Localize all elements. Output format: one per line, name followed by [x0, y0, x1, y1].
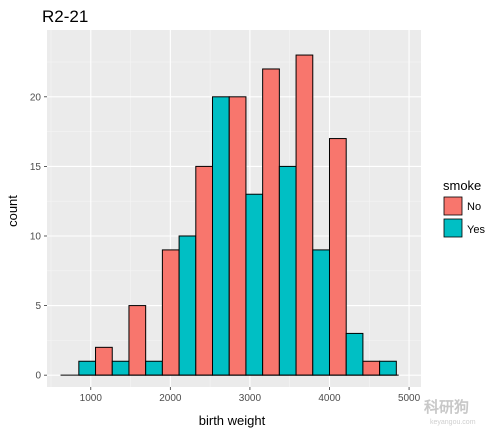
bar-no-bin-4 — [195, 165, 214, 376]
y-tick-label: 15 — [30, 162, 42, 173]
bar-yes-bin-7 — [312, 249, 330, 376]
bar-no-bin-7 — [295, 54, 314, 376]
bar-yes-bin-5 — [245, 193, 264, 376]
bar-yes-bin-0 — [78, 360, 97, 376]
x-axis-label: birth weight — [199, 413, 266, 428]
bar-no-bin-6 — [262, 68, 280, 376]
watermark: 科研狗 keyangou.com — [424, 398, 476, 426]
legend-key-no — [443, 196, 463, 216]
bar-yes-bin-6 — [278, 165, 297, 376]
bar-no-bin-5 — [228, 96, 247, 376]
bar-yes-bin-4 — [212, 96, 230, 376]
y-axis-ticks: 0 5 10 15 20 — [30, 92, 47, 382]
legend-key-yes — [443, 218, 463, 238]
x-tick-label: 2000 — [159, 393, 182, 404]
legend: smoke No Yes — [443, 178, 485, 238]
x-tick-label: 3000 — [239, 393, 262, 404]
bar-no-bin-2 — [128, 305, 147, 376]
bar-no-bin-8 — [328, 138, 347, 376]
x-axis-ticks: 1000 2000 3000 4000 5000 — [80, 387, 421, 404]
y-axis-label: count — [5, 195, 20, 227]
bar-yes-bin-1 — [111, 360, 130, 376]
y-tick-label: 20 — [30, 92, 42, 103]
y-tick-label: 10 — [30, 231, 42, 242]
bar-yes-bin-3 — [178, 235, 197, 376]
bar-yes-bin-2 — [145, 360, 163, 376]
watermark-logo: 科研狗 — [424, 398, 469, 416]
y-tick-label: 0 — [35, 371, 41, 382]
bars — [78, 54, 397, 376]
legend-title: smoke — [443, 178, 481, 193]
x-tick-label: 1000 — [80, 393, 103, 404]
bar-no-bin-3 — [161, 249, 180, 376]
legend-label-no: No — [467, 201, 481, 213]
watermark-url: keyangou.com — [430, 419, 476, 426]
bar-no-bin-9 — [362, 360, 381, 376]
x-tick-label: 4000 — [318, 393, 341, 404]
bar-no-bin-1 — [95, 346, 113, 376]
bar-yes-bin-9 — [379, 360, 397, 376]
bar-yes-bin-8 — [345, 332, 364, 376]
legend-label-yes: Yes — [467, 224, 485, 236]
y-tick-label: 5 — [35, 301, 41, 312]
chart-title: R2-21 — [42, 7, 88, 26]
x-tick-label: 5000 — [398, 393, 421, 404]
